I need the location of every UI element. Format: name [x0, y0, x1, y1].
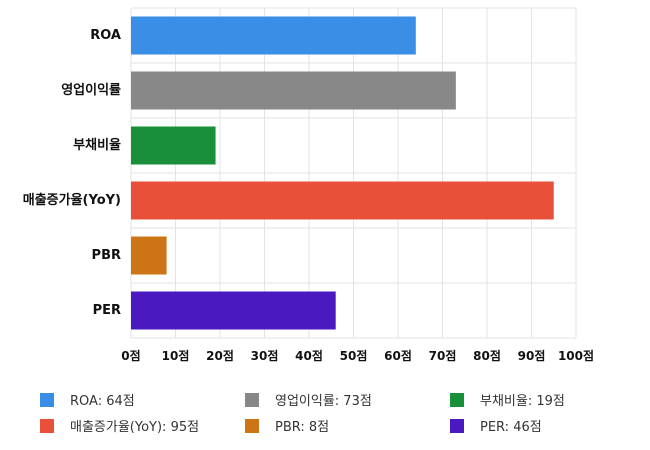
legend-item[interactable]: 부채비율: 19점	[450, 390, 565, 409]
category-label: ROA	[90, 28, 121, 43]
legend-swatch	[245, 418, 259, 433]
x-tick-label: 90점	[518, 348, 546, 363]
category-label: 영업이익률	[61, 82, 121, 98]
category-label: 매출증가율(YoY)	[23, 192, 121, 208]
x-tick-label: 30점	[251, 348, 279, 363]
legend-label: 매출증가율(YoY): 95점	[70, 420, 200, 435]
x-tick-label: 0점	[121, 348, 140, 363]
bar-1[interactable]	[131, 71, 456, 110]
bar-0[interactable]	[131, 16, 416, 55]
legend-label: 부채비율: 19점	[480, 394, 565, 409]
legend-label: PER: 46점	[480, 420, 542, 435]
legend-swatch	[40, 418, 54, 433]
legend-item[interactable]: PER: 46점	[450, 416, 542, 435]
x-tick-label: 70점	[429, 348, 457, 363]
x-tick-label: 50점	[340, 348, 368, 363]
legend-swatch	[450, 392, 464, 407]
bar-4[interactable]	[131, 236, 167, 275]
legend-label: PBR: 8점	[275, 420, 330, 435]
x-tick-label: 80점	[473, 348, 501, 363]
x-tick-label: 20점	[206, 348, 234, 363]
bar-2[interactable]	[131, 126, 216, 165]
category-label: PER	[93, 303, 121, 318]
legend-label: ROA: 64점	[70, 394, 135, 409]
x-tick-label: 10점	[162, 348, 190, 363]
legend-swatch	[450, 418, 464, 433]
category-label: PBR	[92, 248, 121, 263]
bar-3[interactable]	[131, 181, 554, 220]
x-tick-label: 100점	[558, 348, 594, 363]
x-tick-label: 60점	[384, 348, 412, 363]
legend-item[interactable]: PBR: 8점	[245, 416, 329, 435]
bar-5[interactable]	[131, 291, 336, 330]
legend-swatch	[245, 392, 259, 407]
legend-label: 영업이익률: 73점	[275, 394, 372, 409]
legend-item[interactable]: 매출증가율(YoY): 95점	[40, 416, 199, 435]
legend-item[interactable]: 영업이익률: 73점	[245, 390, 372, 409]
category-label: 부채비율	[73, 137, 121, 153]
x-tick-label: 40점	[295, 348, 323, 363]
legend-item[interactable]: ROA: 64점	[40, 390, 135, 409]
legend-swatch	[40, 392, 54, 407]
